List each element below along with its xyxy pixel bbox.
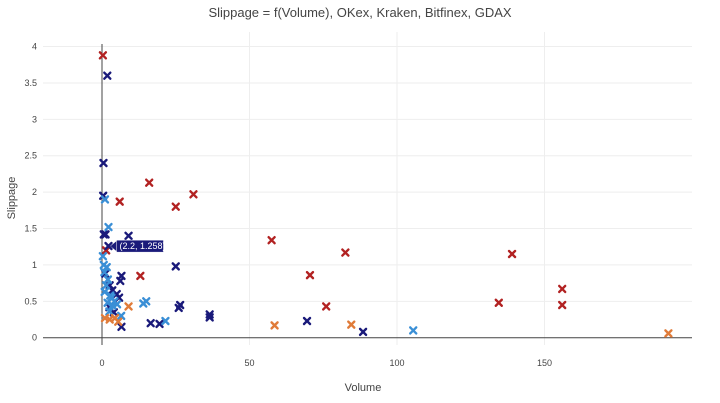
data-point[interactable] [494, 298, 503, 307]
data-point[interactable] [144, 178, 154, 187]
y-tick-label: 2.5 [24, 151, 37, 161]
data-point[interactable] [105, 307, 114, 316]
tick-labels: 0 0.5 1 1.5 2 2.5 3 3.5 4 0 50 100 150 [24, 42, 552, 368]
data-point[interactable] [99, 230, 108, 239]
data-point[interactable] [174, 303, 183, 313]
data-point[interactable] [136, 271, 145, 281]
y-tick-label: 2 [32, 187, 37, 197]
grid-lines [43, 32, 692, 345]
data-point[interactable] [302, 316, 312, 326]
data-point[interactable] [358, 327, 368, 337]
hover-label: (2.2, 1.258) [119, 241, 165, 251]
y-tick-label: 0 [32, 333, 37, 343]
data-point[interactable] [205, 313, 214, 322]
x-tick-label: 150 [537, 358, 552, 368]
data-point[interactable] [104, 222, 113, 232]
data-point[interactable] [124, 302, 133, 311]
hover-tooltip: (2.2, 1.258) [110, 239, 166, 253]
data-point[interactable] [112, 300, 122, 309]
data-point[interactable] [347, 320, 356, 329]
data-point[interactable] [103, 298, 112, 307]
data-point[interactable] [155, 319, 164, 329]
data-point[interactable] [101, 230, 110, 239]
data-point[interactable] [100, 268, 109, 277]
data-point[interactable] [103, 71, 112, 80]
data-point[interactable] [558, 300, 567, 310]
x-tick-label: 0 [99, 358, 104, 368]
data-point[interactable] [270, 321, 279, 330]
hover-box [116, 239, 164, 253]
y-tick-label: 0.5 [24, 296, 37, 306]
data-point[interactable] [100, 287, 109, 297]
data-point[interactable] [664, 329, 673, 338]
y-tick-label: 3 [32, 114, 37, 124]
data-point[interactable] [322, 302, 331, 311]
data-point[interactable] [507, 249, 517, 259]
x-axis-label: Volume [345, 382, 382, 394]
data-point[interactable] [115, 197, 124, 206]
hover-pointer [110, 241, 117, 252]
data-point[interactable] [102, 262, 111, 272]
y-tick-label: 1.5 [24, 224, 37, 234]
data-point[interactable] [558, 284, 567, 294]
y-tick-label: 3.5 [24, 78, 37, 88]
data-point[interactable] [124, 231, 133, 241]
data-point[interactable] [305, 270, 315, 280]
data-point[interactable] [101, 246, 111, 255]
chart-title: Slippage = f(Volume), OKex, Kraken, Bitf… [208, 5, 511, 20]
data-point[interactable] [142, 297, 151, 306]
x-tick-label: 50 [244, 358, 254, 368]
data-point[interactable] [189, 190, 198, 199]
data-point[interactable] [116, 311, 126, 321]
y-tick-label: 4 [32, 42, 37, 52]
data-point[interactable] [100, 195, 110, 204]
data-point[interactable] [171, 262, 180, 271]
data-point[interactable] [146, 318, 155, 328]
data-point[interactable] [98, 51, 108, 60]
series-3 [100, 302, 673, 338]
data-point[interactable] [267, 235, 276, 245]
data-point[interactable] [117, 322, 126, 332]
x-tick-label: 100 [389, 358, 404, 368]
data-point[interactable] [101, 281, 111, 290]
y-tick-label: 1 [32, 260, 37, 270]
data-point[interactable] [341, 248, 350, 257]
data-point[interactable] [98, 251, 108, 261]
series-2 [98, 195, 418, 335]
data-points[interactable] [98, 51, 673, 338]
data-point[interactable] [116, 276, 125, 286]
series-1 [98, 71, 368, 337]
data-point[interactable] [161, 316, 170, 326]
data-point[interactable] [104, 241, 113, 251]
data-point[interactable] [171, 202, 180, 211]
y-axis-label: Slippage [6, 177, 18, 220]
data-point[interactable] [409, 326, 418, 335]
data-point[interactable] [99, 158, 108, 168]
data-point[interactable] [114, 317, 123, 326]
series-0 [98, 51, 567, 311]
